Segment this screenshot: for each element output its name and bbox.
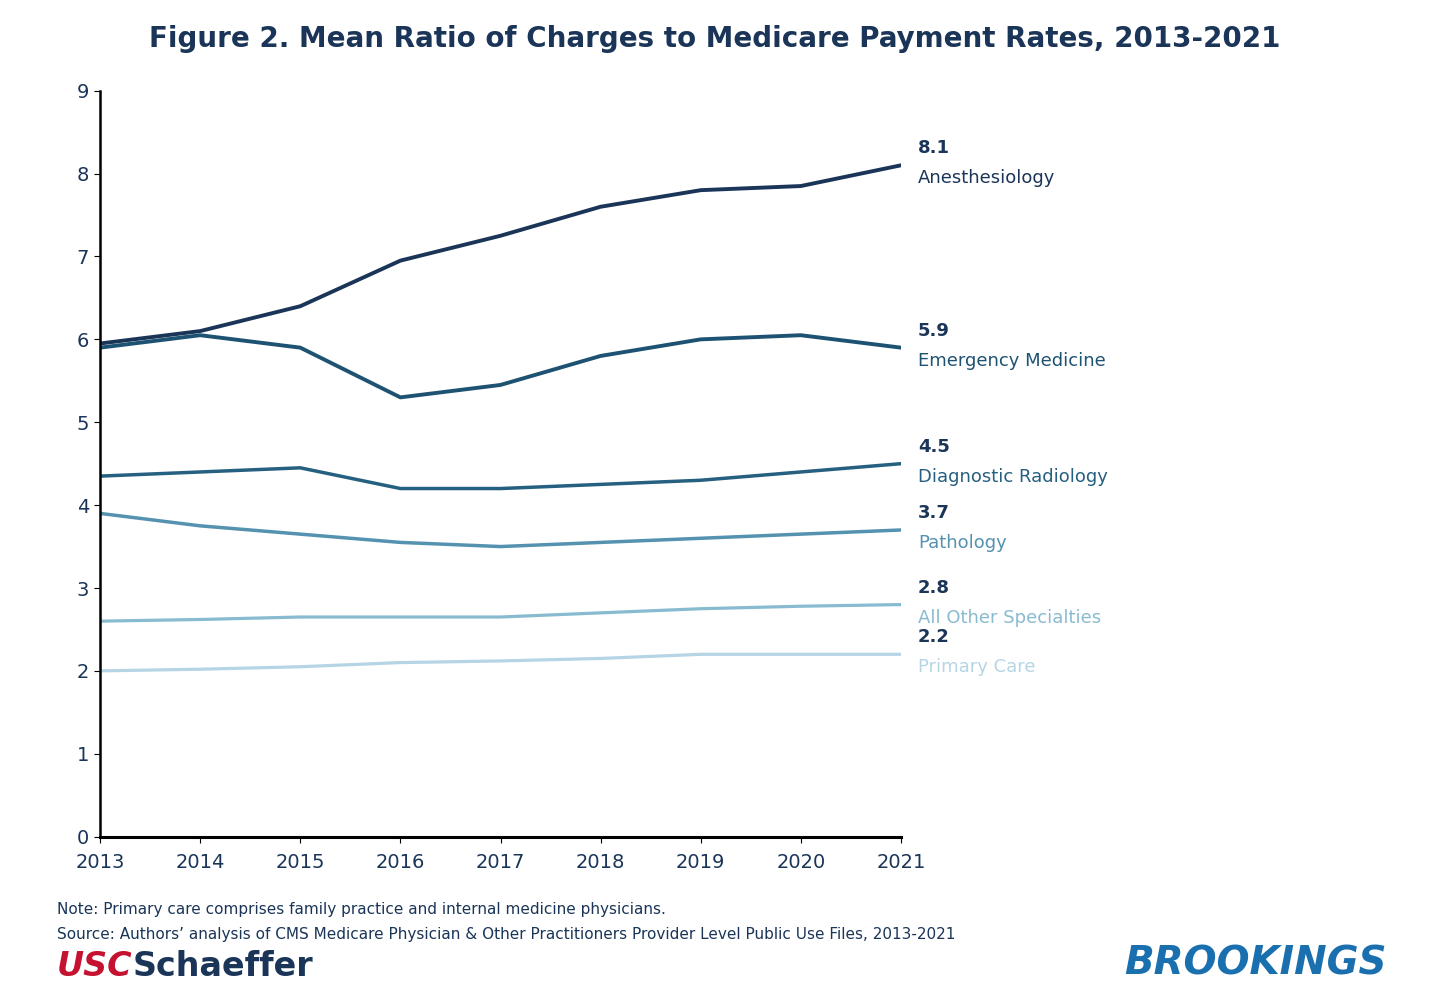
Text: Emergency Medicine: Emergency Medicine xyxy=(918,352,1105,370)
Text: Figure 2. Mean Ratio of Charges to Medicare Payment Rates, 2013-2021: Figure 2. Mean Ratio of Charges to Medic… xyxy=(149,25,1281,53)
Text: 2.2: 2.2 xyxy=(918,628,950,646)
Text: BROOKINGS: BROOKINGS xyxy=(1124,944,1387,983)
Text: 5.9: 5.9 xyxy=(918,322,950,340)
Text: 2.8: 2.8 xyxy=(918,579,950,597)
Text: 3.7: 3.7 xyxy=(918,504,950,522)
Text: Note: Primary care comprises family practice and internal medicine physicians.: Note: Primary care comprises family prac… xyxy=(57,902,666,917)
Text: 4.5: 4.5 xyxy=(918,437,950,456)
Text: 8.1: 8.1 xyxy=(918,139,950,157)
Text: Anesthesiology: Anesthesiology xyxy=(918,169,1055,187)
Text: Schaeffer: Schaeffer xyxy=(133,950,313,983)
Text: Pathology: Pathology xyxy=(918,534,1007,552)
Text: All Other Specialties: All Other Specialties xyxy=(918,609,1101,627)
Text: Source: Authors’ analysis of CMS Medicare Physician & Other Practitioners Provid: Source: Authors’ analysis of CMS Medicar… xyxy=(57,927,955,942)
Text: Diagnostic Radiology: Diagnostic Radiology xyxy=(918,468,1108,486)
Text: USC: USC xyxy=(57,950,133,983)
Text: Primary Care: Primary Care xyxy=(918,658,1035,676)
